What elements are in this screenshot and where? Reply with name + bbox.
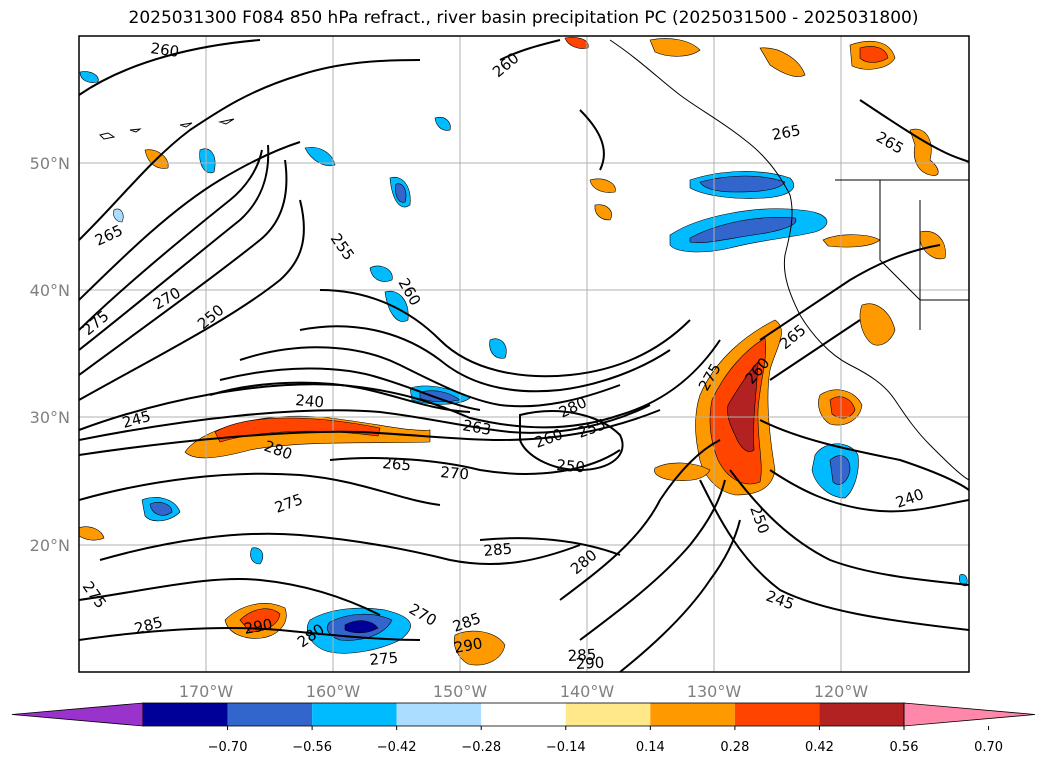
lon-tick-label: 120°W [814,682,869,701]
precip-anomaly-patch [909,128,939,176]
colorbar-tick-label: −0.14 [546,740,586,755]
lon-tick-label: 160°W [306,682,361,701]
precip-anomaly-patch [79,526,105,541]
lon-tick-label: 130°W [687,682,742,701]
contour-label: 275 [369,649,399,669]
precip-anomaly-patch [489,338,507,359]
colorbar-segment [312,703,397,726]
contour-label: 290 [453,634,484,657]
coastlines [99,39,969,481]
precip-anomaly-patch [344,620,379,634]
contour-label: 265 [771,121,802,144]
map-background [79,36,969,672]
colorbar-frame [142,702,905,727]
precip-anomaly-patch [369,265,393,282]
colorbar-tick-label: 0.70 [974,740,1003,755]
colorbar-extend-low [11,702,144,727]
contour-label: 285 [567,646,597,665]
lon-tick-label: 140°W [560,682,615,701]
contour-label: 263 [461,416,492,439]
colorbar-segment [565,703,651,726]
colorbar-tick-label: −0.56 [292,740,332,755]
colorbar-tick-label: −0.70 [208,740,248,755]
colorbar-segment [481,703,566,726]
contour-label: 285 [483,540,513,560]
lat-tick-label: 40°N [30,281,70,300]
map-plot-area: 260 265 260 265 265 255 260 270 275 250 … [79,36,969,673]
longitude-axis: 170°W 160°W 150°W 140°W 130°W 120°W [179,682,869,701]
precip-anomaly-patch [113,208,124,223]
map-title: 2025031300 F084 850 hPa refract., river … [128,8,919,28]
precip-anomaly-patch [919,230,946,260]
colorbar-tick-label: −0.28 [461,740,501,755]
precip-anomaly-patch [699,175,786,193]
precip-anomaly-patch [149,502,173,516]
precip-anomaly-patch [239,608,281,633]
precip-anomaly-patch [859,303,896,346]
colorbar-segment [227,703,313,726]
colorbar-segment [396,703,482,726]
map-frame [78,35,970,673]
precip-anomaly-patch [304,147,336,167]
colorbar-tick-label: 0.42 [805,740,834,755]
colorbar-tick-label: −0.42 [377,740,417,755]
colorbar-tick-label: 0.14 [636,740,665,755]
contour-label: 265 [382,454,412,474]
contour-label: 290 [575,654,605,673]
lon-tick-label: 170°W [179,682,234,701]
precip-anomaly-patch [250,547,264,565]
precip-anomaly-patch [829,455,851,485]
contour-label: 290 [243,615,274,638]
contour-label: 240 [295,391,325,411]
precip-anomaly-patch [649,38,701,57]
precip-anomaly-patch [453,630,506,666]
precip-anomaly-patch [594,204,612,221]
contour-label: 270 [440,463,470,483]
precip-anomaly-patch [958,574,968,587]
precip-anomaly-patch [199,148,216,174]
precip-anomaly-patch [384,290,409,322]
colorbar-segment [143,703,228,726]
colorbar-segment [734,703,820,726]
colorbar: −0.70 −0.56 −0.42 −0.28 −0.14 0.14 0.28 0.42 0.5… [11,702,1036,755]
contour-label: 260 [149,39,180,61]
refractivity-contours [79,39,969,672]
colorbar-segment [819,703,904,726]
lon-tick-label: 150°W [433,682,488,701]
precip-anomaly-patch [564,37,589,49]
precip-anomaly-patch [859,46,889,63]
colorbar-tick-label: 0.28 [720,740,749,755]
lat-tick-label: 30°N [30,408,70,427]
colorbar-extend-high [903,702,1036,727]
precip-anomaly-patch [759,47,806,77]
latitude-axis: 50°N 40°N 30°N 20°N [30,154,70,555]
colorbar-segment [650,703,735,726]
lat-tick-label: 50°N [30,154,70,173]
precip-anomaly-patch [395,183,407,203]
lat-tick-label: 20°N [30,536,70,555]
colorbar-tick-label: 0.56 [890,740,919,755]
precip-anomaly-patch [727,361,759,452]
precip-anomaly-patch [434,117,451,131]
precip-anomaly-patch [79,71,99,83]
contour-label: 250 [556,456,586,476]
precip-anomaly-patch [589,178,616,193]
